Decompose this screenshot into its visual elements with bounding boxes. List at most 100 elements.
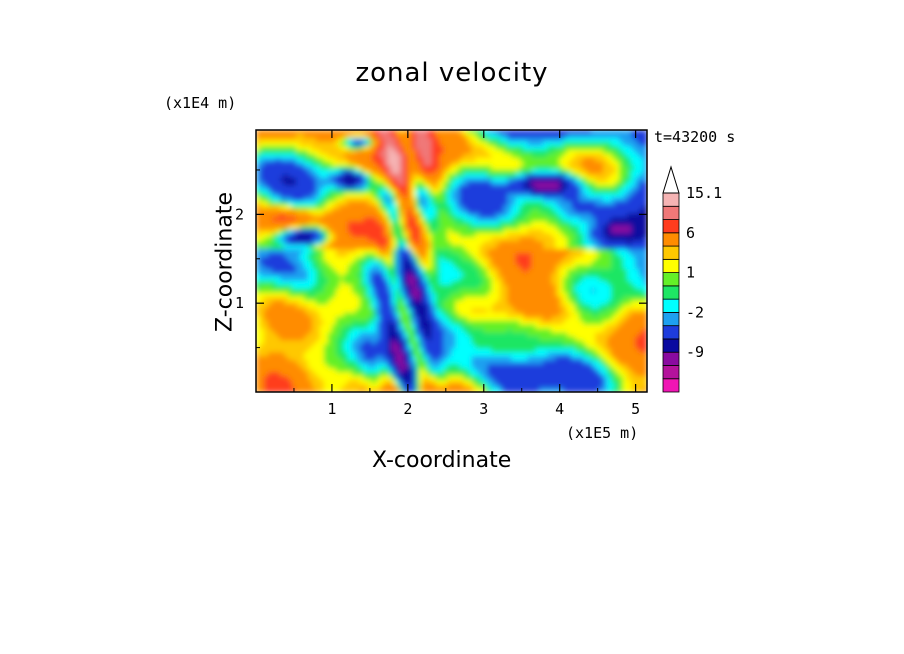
field-cell: [259, 288, 265, 294]
field-cell: [407, 300, 413, 306]
field-cell: [375, 237, 381, 242]
field-cell: [475, 229, 481, 234]
field-cell: [579, 312, 584, 318]
field-cell: [427, 237, 433, 242]
field-cell: [447, 264, 453, 270]
field-cell: [411, 185, 417, 191]
field-cell: [303, 177, 309, 183]
field-cell: [599, 324, 604, 330]
field-cell: [267, 130, 273, 135]
field-cell: [447, 276, 453, 282]
field-cell: [579, 157, 584, 163]
field-cell: [583, 141, 588, 147]
field-cell: [347, 205, 353, 210]
field-cell: [327, 181, 333, 187]
field-cell: [387, 296, 393, 302]
field-cell: [447, 165, 453, 171]
field-cell: [411, 257, 417, 262]
field-cell: [447, 157, 453, 163]
field-cell: [399, 312, 405, 318]
field-cell: [315, 161, 321, 167]
field-cell: [475, 201, 481, 207]
field-cell: [319, 149, 325, 155]
field-cell: [595, 264, 600, 270]
field-cell: [523, 153, 528, 159]
field-cell: [271, 324, 277, 330]
field-cell: [579, 221, 584, 226]
field-cell: [587, 130, 592, 135]
field-cell: [299, 225, 305, 230]
field-cell: [275, 201, 281, 207]
field-cell: [639, 316, 644, 322]
field-cell: [479, 141, 485, 147]
field-cell: [399, 245, 405, 250]
field-cell: [275, 229, 281, 234]
field-cell: [627, 153, 632, 159]
field-cell: [367, 292, 373, 298]
field-cell: [411, 221, 417, 226]
field-cell: [383, 284, 389, 290]
field-cell: [463, 229, 469, 234]
field-cell: [567, 221, 572, 226]
field-cell: [535, 225, 540, 230]
field-cell: [483, 257, 489, 262]
field-cell: [256, 173, 261, 179]
field-cell: [447, 185, 453, 191]
field-cell: [459, 205, 465, 210]
field-cell: [495, 300, 500, 306]
field-cell: [267, 245, 273, 250]
field-cell: [279, 221, 285, 226]
field-cell: [543, 280, 548, 286]
field-cell: [439, 197, 445, 203]
field-cell: [615, 237, 620, 242]
field-cell: [527, 217, 532, 222]
field-cell: [355, 312, 361, 318]
field-cell: [371, 296, 377, 302]
field-cell: [431, 217, 437, 222]
field-cell: [511, 237, 516, 242]
field-cell: [267, 185, 273, 191]
field-cell: [591, 209, 596, 214]
field-cell: [511, 261, 516, 266]
field-cell: [591, 237, 596, 242]
field-cell: [443, 133, 449, 139]
field-cell: [355, 288, 361, 294]
field-cell: [323, 153, 329, 159]
field-cell: [567, 161, 572, 167]
field-cell: [351, 213, 357, 218]
field-cell: [327, 201, 333, 207]
field-cell: [559, 328, 564, 334]
field-cell: [599, 189, 604, 195]
field-cell: [415, 153, 421, 159]
field-cell: [359, 304, 365, 310]
field-cell: [479, 177, 485, 183]
field-cell: [267, 257, 273, 262]
field-cell: [587, 173, 592, 179]
field-cell: [459, 217, 465, 222]
field-cell: [307, 153, 313, 159]
field-cell: [487, 296, 492, 302]
field-cell: [323, 197, 329, 203]
field-cell: [583, 257, 588, 262]
field-cell: [271, 141, 277, 147]
field-cell: [319, 145, 325, 151]
field-cell: [367, 133, 373, 139]
field-cell: [619, 177, 624, 183]
field-cell: [391, 201, 397, 207]
field-cell: [475, 253, 481, 258]
field-cell: [283, 145, 289, 151]
field-cell: [583, 249, 588, 254]
field-cell: [283, 280, 289, 286]
field-cell: [623, 217, 628, 222]
field-cell: [423, 249, 429, 254]
field-cell: [351, 197, 357, 203]
field-cell: [256, 324, 261, 330]
field-cell: [483, 173, 489, 179]
field-cell: [256, 237, 261, 242]
field-cell: [551, 280, 556, 286]
field-cell: [631, 221, 636, 226]
field-cell: [475, 153, 481, 159]
field-cell: [279, 292, 285, 298]
field-cell: [603, 189, 608, 195]
field-cell: [587, 201, 592, 207]
